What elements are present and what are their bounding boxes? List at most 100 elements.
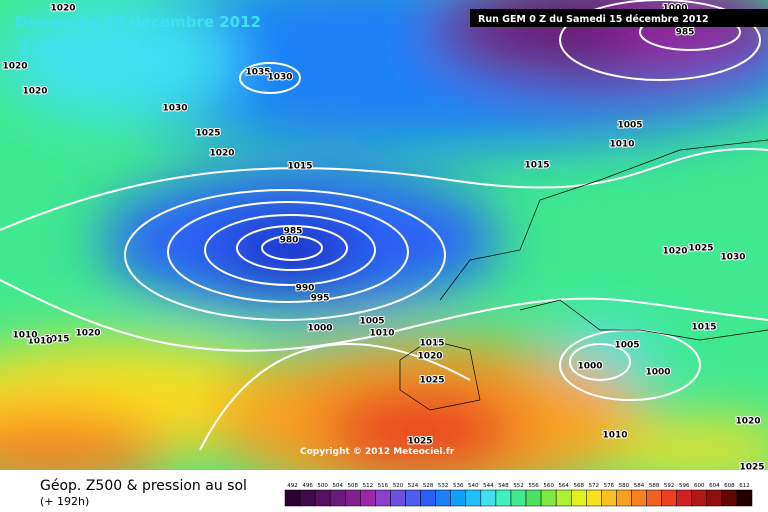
legend-label: 604 <box>709 483 720 489</box>
legend-label: 556 <box>528 483 539 489</box>
legend-label: 588 <box>649 483 660 489</box>
legend-label: 492 <box>287 483 298 489</box>
isobar-label: 1000 <box>577 362 602 372</box>
legend-swatch <box>360 489 376 507</box>
isobar-label: 1020 <box>75 329 100 339</box>
legend-label: 552 <box>513 483 524 489</box>
isobar-label: 1020 <box>2 62 27 72</box>
legend-swatch <box>736 489 753 507</box>
legend-swatch <box>375 489 391 507</box>
legend-swatch <box>465 489 482 507</box>
legend-label: 532 <box>438 483 449 489</box>
isobar-label: 1005 <box>359 317 384 327</box>
legend-label: 512 <box>363 483 374 489</box>
legend-swatch <box>616 489 632 507</box>
legend-swatch <box>510 489 527 507</box>
map-title: Dimanche 23 decembre 2012 <box>15 13 261 31</box>
legend-swatch <box>435 489 451 507</box>
legend-label: 592 <box>664 483 675 489</box>
isobar-label: 1020 <box>209 149 234 159</box>
isobar-label: 985 <box>676 28 695 38</box>
legend-swatch <box>540 489 557 507</box>
isobar-label: 1015 <box>524 161 549 171</box>
isobar-label: 1015 <box>44 335 69 345</box>
legend-swatch <box>390 489 406 507</box>
isobar-label: 1035 <box>245 68 270 78</box>
isobar-label: 1030 <box>162 104 187 114</box>
legend-label: 528 <box>423 483 434 489</box>
isobar-label: 1015 <box>287 162 312 172</box>
legend-swatch <box>495 489 512 507</box>
legend-swatch <box>691 489 708 507</box>
legend-swatch <box>631 489 647 507</box>
legend-swatch <box>586 489 602 507</box>
isobar-label: 995 <box>311 294 330 304</box>
isobar-label: 1005 <box>614 341 639 351</box>
legend-label: 600 <box>694 483 705 489</box>
forecast-lead: (+ 192h) <box>40 495 89 508</box>
legend-label: 500 <box>317 483 328 489</box>
legend-label: 544 <box>483 483 494 489</box>
map-background <box>0 0 768 500</box>
isobar-label: 1010 <box>609 140 634 150</box>
isobar-label: 1020 <box>22 87 47 97</box>
isobar-label: 990 <box>296 284 315 294</box>
legend-label: 516 <box>378 483 389 489</box>
isobar-label: 1015 <box>419 339 444 349</box>
isobar-label: 985 <box>284 227 303 237</box>
copyright: Copyright © 2012 Meteociel.fr <box>300 447 455 457</box>
legend-label: 524 <box>408 483 419 489</box>
legend-label: 536 <box>453 483 464 489</box>
legend-swatch <box>676 489 692 507</box>
isobar-label: 1010 <box>27 337 52 347</box>
legend-swatch <box>706 489 723 507</box>
legend-swatch <box>570 489 587 507</box>
isobar-label: 1000 <box>307 324 332 334</box>
legend-label: 596 <box>679 483 690 489</box>
legend-label: 520 <box>393 483 404 489</box>
legend-label: 608 <box>724 483 735 489</box>
legend-swatch <box>284 489 301 507</box>
local-time: 1:00 locale <box>18 35 141 59</box>
legend-label: 568 <box>574 483 585 489</box>
isobar-label: 1010 <box>12 331 37 341</box>
legend-swatch <box>329 489 346 507</box>
legend-swatch <box>646 489 662 507</box>
run-info: Run GEM 0 Z du Samedi 15 décembre 2012 <box>478 14 709 25</box>
legend-label: 580 <box>619 483 630 489</box>
legend-label: 504 <box>332 483 343 489</box>
legend-label: 508 <box>348 483 359 489</box>
legend-swatch <box>299 489 316 507</box>
legend-swatch <box>450 489 467 507</box>
legend-swatch <box>721 489 738 507</box>
legend-swatch <box>525 489 542 507</box>
legend-label: 564 <box>558 483 569 489</box>
legend-label: 560 <box>543 483 554 489</box>
legend-label: 572 <box>589 483 600 489</box>
isobar-label: 1025 <box>407 437 432 447</box>
isobar-label: 1020 <box>50 4 75 14</box>
isobar-label: 1020 <box>662 247 687 257</box>
legend-swatch <box>480 489 497 507</box>
legend-swatch <box>601 489 617 507</box>
legend-swatch <box>345 489 361 507</box>
legend-label: 584 <box>634 483 645 489</box>
isobar-label: 1030 <box>720 253 745 263</box>
isobar-label: 1010 <box>369 329 394 339</box>
legend-label: 576 <box>604 483 615 489</box>
legend-swatch <box>555 489 572 507</box>
legend-swatch <box>661 489 677 507</box>
isobar-label: 1025 <box>195 129 220 139</box>
legend-swatch <box>420 489 436 507</box>
legend-swatch <box>314 489 331 507</box>
isobar-label: 1030 <box>267 73 292 83</box>
isobar-label: 1025 <box>419 376 444 386</box>
isobar-label: 1020 <box>735 417 760 427</box>
legend-label: 548 <box>498 483 509 489</box>
legend-label: 612 <box>739 483 750 489</box>
legend-label: 540 <box>468 483 479 489</box>
isobar-label: 1000 <box>645 368 670 378</box>
isobar-label: 1010 <box>602 431 627 441</box>
footer-title: Géop. Z500 & pression au sol <box>40 478 247 494</box>
